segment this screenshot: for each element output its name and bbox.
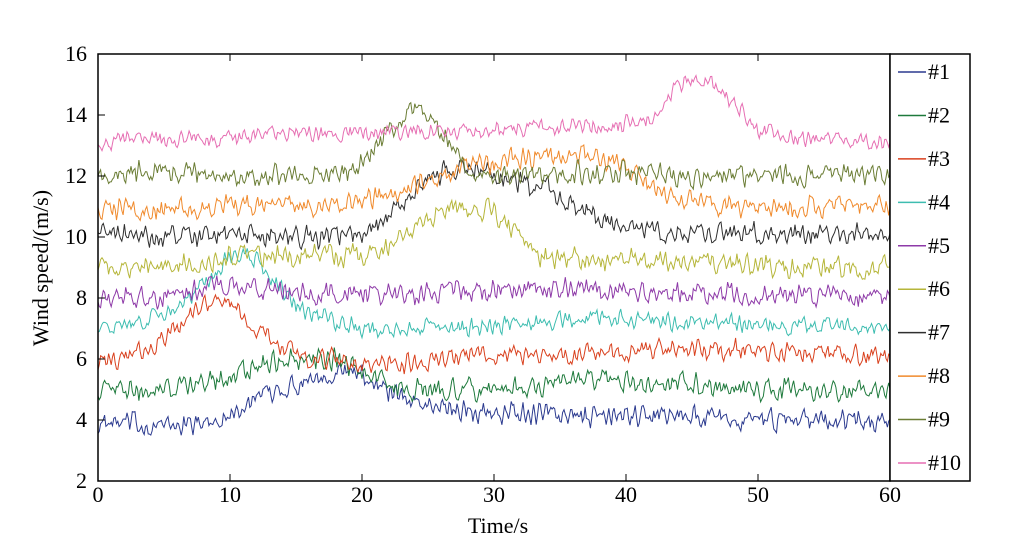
y-tick-label: 8 bbox=[76, 285, 87, 310]
series-line-7 bbox=[97, 159, 891, 251]
x-tick-label: 10 bbox=[219, 482, 241, 507]
x-axis: 0 10 20 30 40 50 60 bbox=[93, 54, 901, 507]
y-tick-label: 16 bbox=[65, 41, 87, 66]
series-line-10 bbox=[97, 74, 891, 153]
x-tick-label: 30 bbox=[483, 482, 505, 507]
series-line-6 bbox=[97, 197, 891, 280]
series-line-1 bbox=[97, 361, 891, 437]
plot-traces bbox=[97, 74, 891, 437]
legend-label-7: #7 bbox=[928, 320, 950, 345]
x-tick-label: 40 bbox=[615, 482, 637, 507]
y-tick-label: 10 bbox=[65, 224, 87, 249]
x-tick-label: 60 bbox=[879, 482, 901, 507]
y-tick-label: 2 bbox=[76, 468, 87, 493]
series-line-5 bbox=[97, 275, 891, 310]
series-line-3 bbox=[97, 293, 891, 375]
legend-label-2: #2 bbox=[928, 102, 950, 127]
legend-label-5: #5 bbox=[928, 233, 950, 258]
series-line-8 bbox=[97, 144, 891, 222]
legend-label-10: #10 bbox=[928, 450, 961, 475]
y-tick-label: 12 bbox=[65, 163, 87, 188]
y-axis: 2 4 6 8 10 12 14 16 bbox=[65, 41, 105, 493]
x-tick-label: 20 bbox=[351, 482, 373, 507]
legend-box bbox=[889, 53, 971, 482]
legend-label-8: #8 bbox=[928, 363, 950, 388]
y-axis-label: Wind speed/(m/s) bbox=[28, 190, 53, 346]
y-tick-label: 6 bbox=[76, 346, 87, 371]
y-tick-label: 4 bbox=[76, 407, 87, 432]
legend-label-3: #3 bbox=[928, 146, 950, 171]
legend-label-9: #9 bbox=[928, 407, 950, 432]
x-axis-label: Time/s bbox=[468, 513, 528, 538]
legend-label-1: #1 bbox=[928, 59, 950, 84]
legend-label-4: #4 bbox=[928, 189, 950, 214]
series-line-9 bbox=[97, 101, 891, 191]
y-tick-label: 14 bbox=[65, 102, 87, 127]
series-line-2 bbox=[97, 346, 891, 404]
legend-label-6: #6 bbox=[928, 276, 950, 301]
series-line-4 bbox=[97, 247, 891, 340]
x-tick-label: 50 bbox=[747, 482, 769, 507]
legend: #1 #2 #3 #4 #5 #6 #7 #8 #9 #10 bbox=[889, 53, 971, 482]
x-tick-label: 0 bbox=[93, 482, 104, 507]
